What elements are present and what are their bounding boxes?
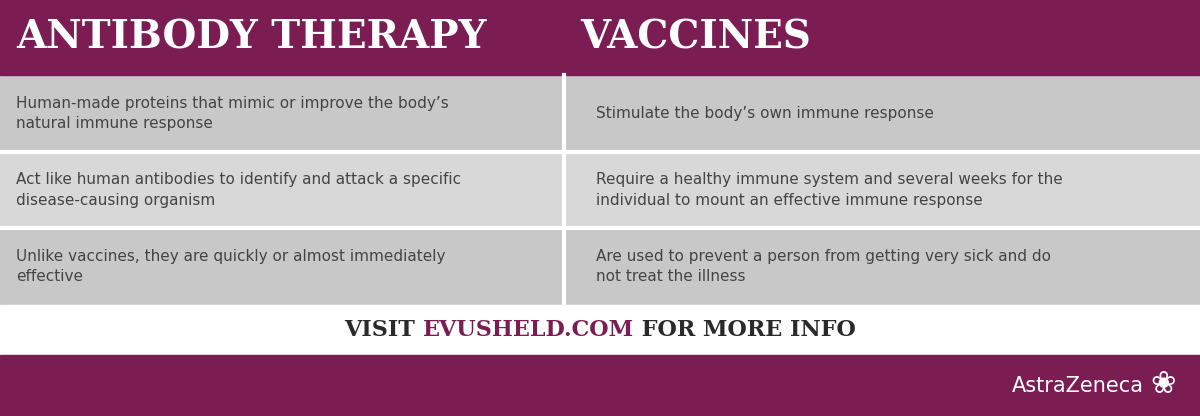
Text: EVUSHELD.COM: EVUSHELD.COM xyxy=(422,319,634,341)
Bar xyxy=(0,0,1200,75)
Text: ❀: ❀ xyxy=(1150,370,1176,399)
Bar xyxy=(564,152,1200,228)
Bar xyxy=(0,305,1200,355)
Text: Act like human antibodies to identify and attack a specific
disease-causing orga: Act like human antibodies to identify an… xyxy=(16,172,461,208)
Text: Human-made proteins that mimic or improve the body’s
natural immune response: Human-made proteins that mimic or improv… xyxy=(16,96,449,131)
Bar xyxy=(564,75,1200,152)
Bar xyxy=(0,355,1200,416)
Bar xyxy=(0,228,564,305)
Text: VISIT: VISIT xyxy=(344,319,422,341)
Text: FOR MORE INFO: FOR MORE INFO xyxy=(634,319,856,341)
Text: VACCINES: VACCINES xyxy=(580,18,811,57)
Text: Stimulate the body’s own immune response: Stimulate the body’s own immune response xyxy=(596,106,934,121)
Bar xyxy=(564,228,1200,305)
Bar xyxy=(0,152,564,228)
Text: Unlike vaccines, they are quickly or almost immediately
effective: Unlike vaccines, they are quickly or alm… xyxy=(16,249,445,285)
Text: AstraZeneca: AstraZeneca xyxy=(1012,376,1144,396)
Text: Require a healthy immune system and several weeks for the
individual to mount an: Require a healthy immune system and seve… xyxy=(596,172,1063,208)
Bar xyxy=(0,75,564,152)
Text: Are used to prevent a person from getting very sick and do
not treat the illness: Are used to prevent a person from gettin… xyxy=(596,249,1051,285)
Text: ANTIBODY THERAPY: ANTIBODY THERAPY xyxy=(16,18,486,57)
